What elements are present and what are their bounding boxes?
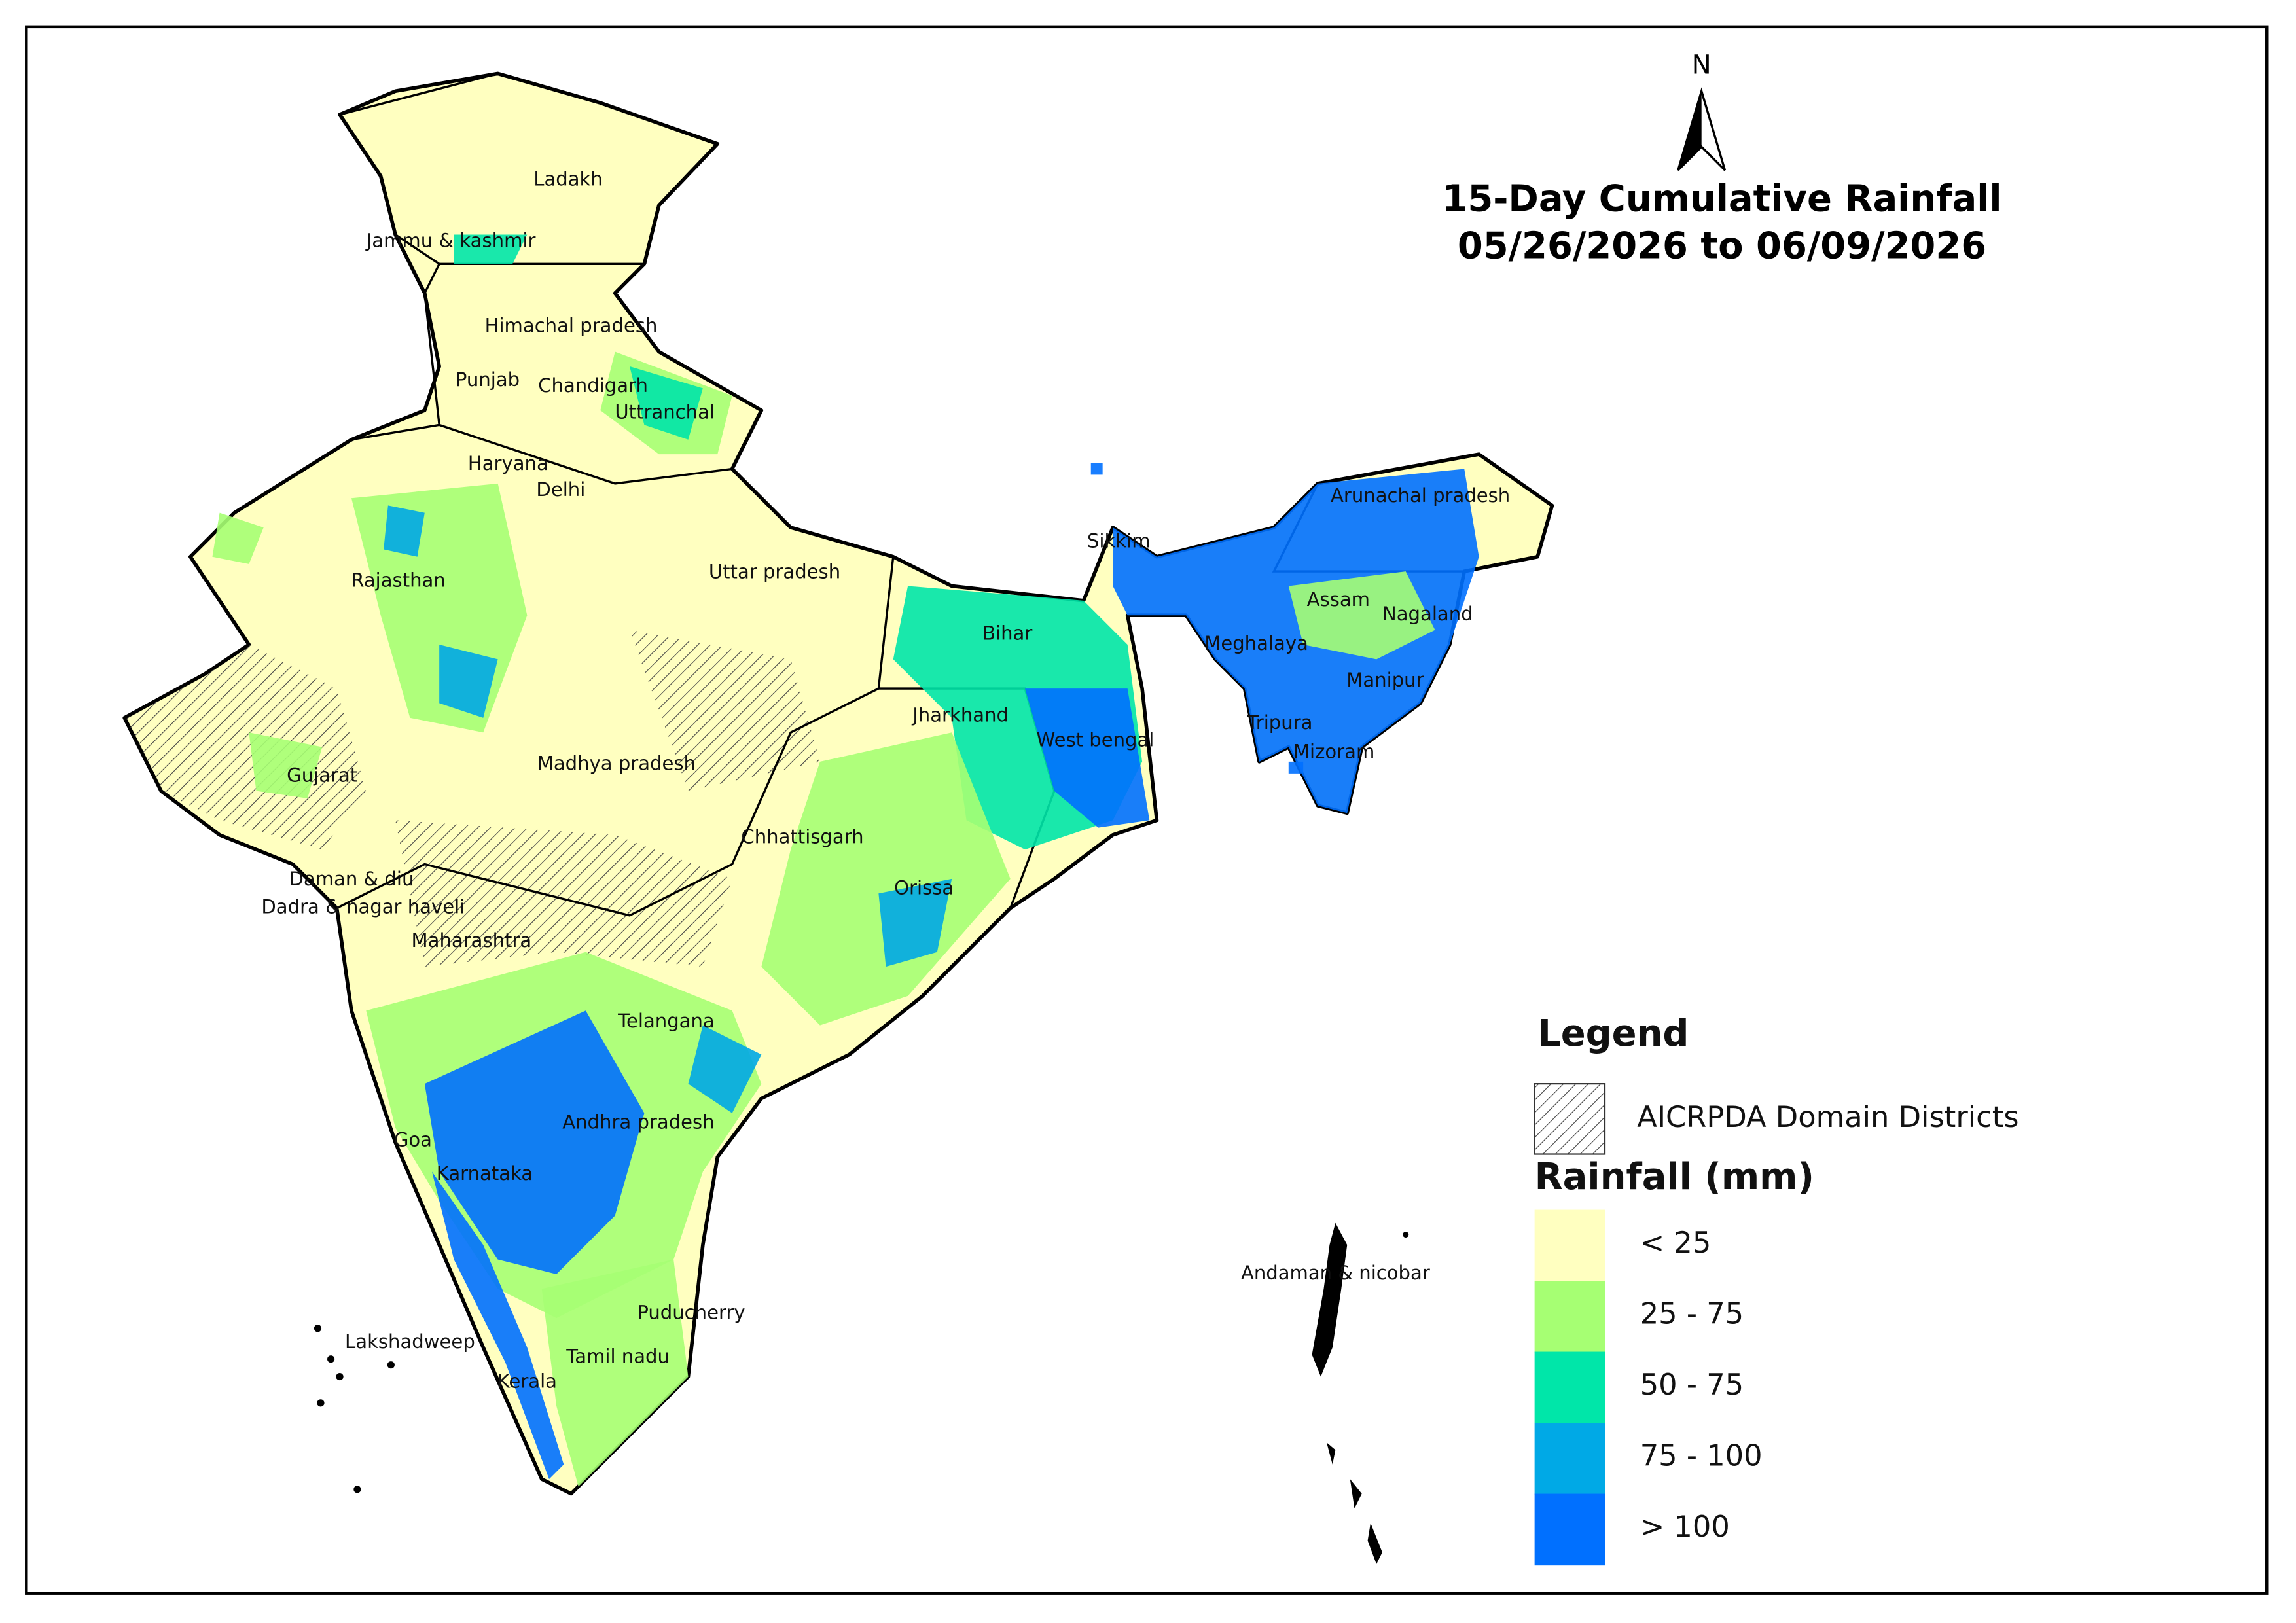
state-label: Andaman & nicobar bbox=[1241, 1262, 1430, 1284]
state-label: Nagaland bbox=[1382, 603, 1473, 625]
state-labels: Ladakh Jammu & kashmir Himachal pradesh … bbox=[261, 168, 1510, 1393]
state-label: Bihar bbox=[982, 622, 1032, 644]
state-label: Uttranchal bbox=[615, 401, 715, 423]
lakshadweep-island bbox=[336, 1372, 344, 1381]
legend-swatch bbox=[1534, 1281, 1605, 1353]
state-label: Telangana bbox=[617, 1010, 715, 1032]
hatched-area bbox=[395, 820, 732, 967]
lakshadweep-island bbox=[353, 1486, 361, 1493]
rainfall-patch bbox=[1113, 469, 1479, 813]
state-label: Karnataka bbox=[437, 1162, 533, 1185]
state-label: Rajasthan bbox=[351, 569, 446, 592]
state-label: Punjab bbox=[456, 368, 520, 391]
legend-title: Legend bbox=[1537, 1012, 1689, 1055]
state-label: Uttar pradesh bbox=[709, 560, 840, 582]
north-arrow-fill bbox=[1677, 91, 1702, 171]
state-label: Meghalaya bbox=[1204, 632, 1308, 654]
state-label: Daman & diu bbox=[289, 868, 414, 890]
north-arrow: N bbox=[1677, 50, 1727, 171]
state-label: West bengal bbox=[1037, 729, 1155, 751]
state-label: Himachal pradesh bbox=[485, 314, 658, 336]
legend-label: < 25 bbox=[1640, 1225, 1712, 1260]
title: 15-Day Cumulative Rainfall bbox=[1442, 178, 2001, 221]
state-label: Arunachal pradesh bbox=[1331, 484, 1510, 507]
state-label: Mizoram bbox=[1293, 741, 1374, 763]
state-label: Andhra pradesh bbox=[562, 1111, 714, 1133]
legend-swatch bbox=[1534, 1493, 1605, 1566]
rainfall-patch bbox=[384, 505, 498, 718]
rainfall-patch bbox=[431, 1171, 564, 1480]
island-dot bbox=[1403, 1232, 1409, 1238]
rainfall-patch bbox=[541, 1259, 689, 1487]
north-label: N bbox=[1692, 50, 1712, 80]
state-label: Assam bbox=[1307, 588, 1370, 611]
rainfall-patch bbox=[454, 234, 528, 264]
state-label: Jammu & kashmir bbox=[365, 230, 536, 252]
state-label: Lakshadweep bbox=[345, 1330, 475, 1353]
islands bbox=[314, 1222, 1409, 1564]
state-borders bbox=[122, 72, 1554, 1495]
rainfall-title: Rainfall (mm) bbox=[1535, 1156, 1814, 1198]
state-label: Chhattisgarh bbox=[741, 825, 863, 847]
hatch-swatch bbox=[1534, 1083, 1606, 1155]
rainfall-patch bbox=[1025, 688, 1150, 828]
andaman-islands bbox=[1312, 1222, 1348, 1377]
legend-classes: < 25 25 - 75 50 - 75 75 - 100 > 100 bbox=[1534, 1209, 1763, 1566]
state-label: Chandigarh bbox=[538, 374, 648, 397]
rainfall-patch bbox=[878, 878, 952, 967]
hatch-label: AICRPDA Domain Districts bbox=[1637, 1099, 2018, 1134]
legend-swatch bbox=[1534, 1423, 1605, 1495]
hatched-area bbox=[124, 644, 367, 850]
rainfall-patch bbox=[630, 366, 703, 440]
lakshadweep-island bbox=[317, 1399, 325, 1407]
legend-label: 25 - 75 bbox=[1640, 1296, 1744, 1331]
rainfall-patch bbox=[424, 1010, 645, 1274]
subtitle: 05/26/2026 to 06/09/2026 bbox=[1458, 224, 1986, 267]
legend-label: 50 - 75 bbox=[1640, 1367, 1744, 1402]
state-label: Jharkhand bbox=[911, 704, 1009, 726]
lakshadweep-island bbox=[314, 1325, 322, 1332]
state-label: Tamil nadu bbox=[565, 1345, 670, 1367]
rainfall-patch bbox=[212, 512, 323, 798]
legend-label: 75 - 100 bbox=[1640, 1438, 1763, 1473]
state-label: Sikkim bbox=[1087, 529, 1151, 552]
state-label: Puducherry bbox=[637, 1301, 745, 1323]
state-label: Delhi bbox=[536, 478, 585, 501]
state-label: Goa bbox=[394, 1128, 432, 1150]
state-label: Tripura bbox=[1246, 711, 1312, 734]
rainfall-patch bbox=[1288, 571, 1435, 660]
state-label: Kerala bbox=[497, 1370, 557, 1393]
rainfall-patch bbox=[761, 732, 1011, 1026]
lakshadweep-island bbox=[327, 1355, 335, 1363]
legend-label: > 100 bbox=[1640, 1509, 1730, 1544]
state-label: Orissa bbox=[894, 877, 954, 899]
state-label: Dadra & nagar haveli bbox=[261, 896, 465, 918]
rainfall-patch bbox=[688, 1025, 762, 1113]
state-label: Maharashtra bbox=[412, 929, 532, 952]
legend-swatch bbox=[1534, 1351, 1605, 1424]
rainfall-patches bbox=[212, 234, 1479, 1487]
frame bbox=[25, 25, 2269, 1595]
legend-swatch bbox=[1534, 1209, 1605, 1282]
hatched-area bbox=[630, 630, 820, 791]
state-label: Madhya pradesh bbox=[537, 752, 696, 774]
lakshadweep-island bbox=[387, 1361, 395, 1369]
nicobar-islands bbox=[1326, 1442, 1382, 1564]
state-label: Manipur bbox=[1346, 669, 1424, 691]
state-label: Ladakh bbox=[533, 168, 603, 190]
state-label: Haryana bbox=[468, 452, 548, 474]
state-label: Gujarat bbox=[287, 764, 357, 786]
